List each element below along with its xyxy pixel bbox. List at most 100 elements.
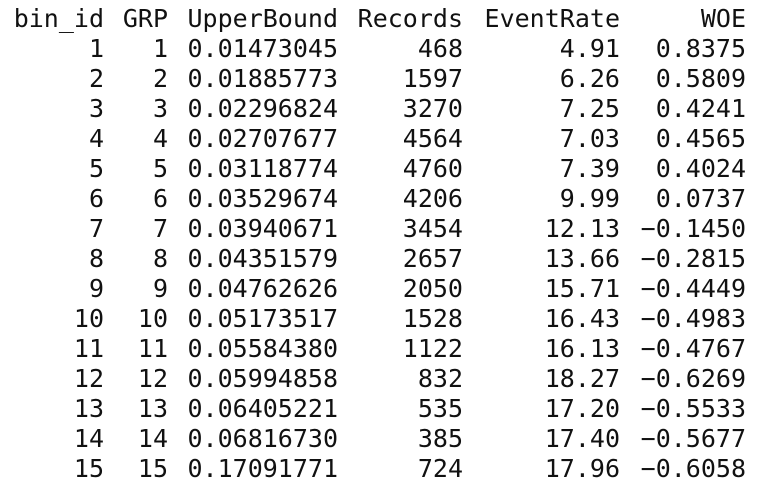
cell-grp: 10 <box>137 304 168 333</box>
cell-grp: 6 <box>152 184 168 213</box>
cell-eventrate: 6.26 <box>559 64 620 93</box>
header-records: Records <box>357 4 463 33</box>
header-upperbound: UpperBound <box>187 4 338 33</box>
cell-bin-id: 9 <box>88 274 104 303</box>
cell-eventrate: 4.91 <box>559 34 620 63</box>
table-header: bin_id GRP UpperBound Records EventRate … <box>6 4 746 34</box>
cell-woe: −0.5677 <box>640 424 746 453</box>
cell-eventrate: 13.66 <box>544 244 620 273</box>
cell-eventrate: 17.20 <box>544 394 620 423</box>
table-row: 4 4 0.02707677 4564 7.03 0.4565 <box>6 124 746 154</box>
table-row: 1 1 0.01473045 468 4.91 0.8375 <box>6 34 746 64</box>
cell-bin-id: 13 <box>73 394 104 423</box>
cell-bin-id: 14 <box>73 424 104 453</box>
table-row: 9 9 0.04762626 2050 15.71 −0.4449 <box>6 274 746 304</box>
cell-bin-id: 10 <box>73 304 104 333</box>
cell-upperbound: 0.03529674 <box>187 184 338 213</box>
table-row: 14 14 0.06816730 385 17.40 −0.5677 <box>6 424 746 454</box>
cell-upperbound: 0.01473045 <box>187 34 338 63</box>
cell-woe: −0.6058 <box>640 454 746 483</box>
cell-woe: 0.0737 <box>655 184 746 213</box>
cell-records: 1122 <box>402 334 463 363</box>
cell-records: 535 <box>417 394 463 423</box>
cell-eventrate: 18.27 <box>544 364 620 393</box>
cell-records: 3270 <box>402 94 463 123</box>
cell-bin-id: 2 <box>88 64 104 93</box>
cell-records: 4206 <box>402 184 463 213</box>
cell-upperbound: 0.04762626 <box>187 274 338 303</box>
cell-upperbound: 0.01885773 <box>187 64 338 93</box>
cell-eventrate: 9.99 <box>559 184 620 213</box>
table-body: 1 1 0.01473045 468 4.91 0.8375 2 2 0.01885773 159… <box>6 34 746 484</box>
cell-bin-id: 7 <box>88 214 104 243</box>
cell-eventrate: 7.03 <box>559 124 620 153</box>
cell-grp: 15 <box>137 454 168 483</box>
table-row: 6 6 0.03529674 4206 9.99 0.0737 <box>6 184 746 214</box>
cell-grp: 2 <box>152 64 168 93</box>
cell-records: 4564 <box>402 124 463 153</box>
cell-upperbound: 0.06816730 <box>187 424 338 453</box>
table-row: 10 10 0.05173517 1528 16.43 −0.4983 <box>6 304 746 334</box>
data-frame-output: bin_id GRP UpperBound Records EventRate … <box>6 4 746 484</box>
cell-upperbound: 0.05994858 <box>187 364 338 393</box>
table-row: 3 3 0.02296824 3270 7.25 0.4241 <box>6 94 746 124</box>
cell-upperbound: 0.03940671 <box>187 214 338 243</box>
cell-eventrate: 7.25 <box>559 94 620 123</box>
cell-records: 385 <box>417 424 463 453</box>
cell-woe: −0.1450 <box>640 214 746 243</box>
header-eventrate: EventRate <box>484 4 620 33</box>
cell-bin-id: 4 <box>88 124 104 153</box>
table-row: 13 13 0.06405221 535 17.20 −0.5533 <box>6 394 746 424</box>
cell-records: 2657 <box>402 244 463 273</box>
cell-grp: 4 <box>152 124 168 153</box>
cell-upperbound: 0.02296824 <box>187 94 338 123</box>
table-row: 7 7 0.03940671 3454 12.13 −0.1450 <box>6 214 746 244</box>
cell-woe: −0.4767 <box>640 334 746 363</box>
cell-records: 832 <box>417 364 463 393</box>
cell-bin-id: 12 <box>73 364 104 393</box>
cell-woe: −0.2815 <box>640 244 746 273</box>
table-row: 5 5 0.03118774 4760 7.39 0.4024 <box>6 154 746 184</box>
cell-eventrate: 16.13 <box>544 334 620 363</box>
cell-bin-id: 6 <box>88 184 104 213</box>
header-woe: WOE <box>700 4 746 33</box>
cell-grp: 8 <box>152 244 168 273</box>
cell-grp: 11 <box>137 334 168 363</box>
cell-grp: 5 <box>152 154 168 183</box>
cell-bin-id: 11 <box>73 334 104 363</box>
table-row: 15 15 0.17091771 724 17.96 −0.6058 <box>6 454 746 484</box>
cell-eventrate: 16.43 <box>544 304 620 333</box>
cell-grp: 14 <box>137 424 168 453</box>
cell-grp: 12 <box>137 364 168 393</box>
cell-woe: −0.4983 <box>640 304 746 333</box>
cell-woe: −0.5533 <box>640 394 746 423</box>
cell-grp: 1 <box>152 34 168 63</box>
cell-records: 468 <box>417 34 463 63</box>
cell-upperbound: 0.04351579 <box>187 244 338 273</box>
cell-records: 1597 <box>402 64 463 93</box>
cell-records: 3454 <box>402 214 463 243</box>
cell-records: 4760 <box>402 154 463 183</box>
table-row: 8 8 0.04351579 2657 13.66 −0.2815 <box>6 244 746 274</box>
cell-woe: 0.4024 <box>655 154 746 183</box>
table-row: 12 12 0.05994858 832 18.27 −0.6269 <box>6 364 746 394</box>
cell-bin-id: 8 <box>88 244 104 273</box>
header-bin-id: bin_id <box>13 4 104 33</box>
cell-upperbound: 0.02707677 <box>187 124 338 153</box>
cell-grp: 9 <box>152 274 168 303</box>
cell-woe: 0.4241 <box>655 94 746 123</box>
cell-grp: 7 <box>152 214 168 243</box>
cell-woe: −0.4449 <box>640 274 746 303</box>
cell-bin-id: 15 <box>73 454 104 483</box>
cell-bin-id: 1 <box>88 34 104 63</box>
cell-eventrate: 12.13 <box>544 214 620 243</box>
cell-records: 2050 <box>402 274 463 303</box>
table-row: 11 11 0.05584380 1122 16.13 −0.4767 <box>6 334 746 364</box>
cell-upperbound: 0.05584380 <box>187 334 338 363</box>
cell-grp: 3 <box>152 94 168 123</box>
cell-upperbound: 0.03118774 <box>187 154 338 183</box>
cell-grp: 13 <box>137 394 168 423</box>
cell-eventrate: 7.39 <box>559 154 620 183</box>
cell-records: 724 <box>417 454 463 483</box>
cell-eventrate: 15.71 <box>544 274 620 303</box>
